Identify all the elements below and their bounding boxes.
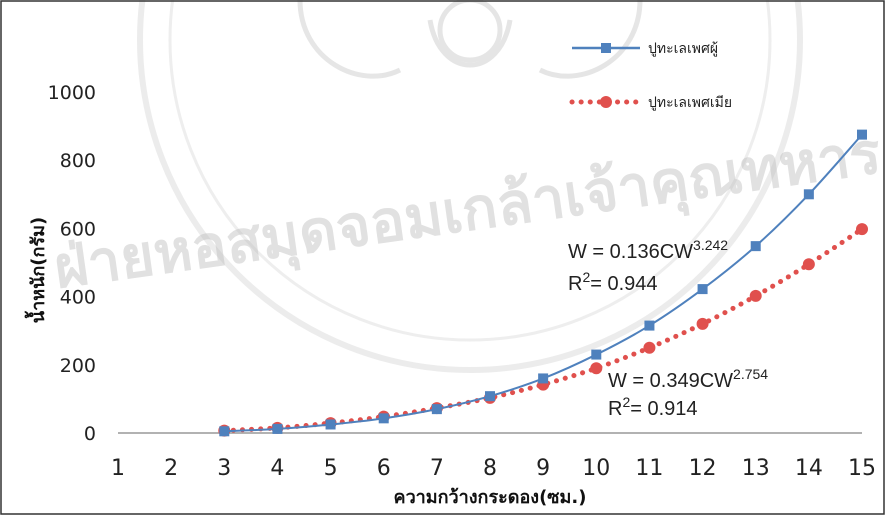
watermark-seal: ฝ่ายหอสมุดจอมเกล้าเจ้าคุณทหาร (49, 0, 885, 373)
legend-male-label: ปูทะเลเพศผู้ (648, 41, 718, 57)
x-tick-label: 8 (483, 456, 497, 481)
eq-female-exp: 2.754 (733, 366, 768, 382)
y-tick-labels: 0 200 400 600 800 1000 (48, 82, 96, 445)
x-tick-label: 2 (164, 456, 178, 481)
y-axis-title: น้ำหนัก(กรัม) (24, 217, 49, 323)
eq-female-prefix: W = 0.349CW (608, 370, 733, 392)
series-male-point (325, 419, 336, 430)
watermark-text: ฝ่ายหอสมุดจอมเกล้าเจ้าคุณทหาร (49, 118, 885, 304)
r2-male-sup: 2 (582, 269, 590, 285)
x-tick-label: 15 (848, 456, 876, 481)
legend-female-label: ปูทะเลเพศเมีย (648, 95, 732, 111)
series-male-point (378, 413, 389, 424)
x-tick-label: 4 (270, 456, 284, 481)
series-male-point (857, 129, 867, 140)
svg-text:R2= 0.914: R2= 0.914 (608, 394, 698, 420)
x-tick-label: 12 (689, 456, 717, 481)
x-tick-label: 11 (635, 456, 663, 481)
y-tick-label: 800 (60, 150, 96, 172)
x-tick-labels: 1 2 3 4 5 6 7 8 9 10 11 12 13 14 15 (111, 456, 876, 481)
r2-male-value: = 0.944 (590, 273, 657, 295)
series-male-point (219, 426, 230, 437)
series-female-point (590, 362, 603, 375)
series-female-point (802, 258, 815, 271)
x-axis-title: ความกว้างกระดอง(ซม.) (394, 487, 587, 508)
equation-male: W = 0.136CW3.242 R2= 0.944 (568, 237, 728, 295)
x-tick-label: 10 (582, 456, 610, 481)
series-male (219, 129, 867, 437)
series-female-point (749, 289, 762, 302)
series-male-point (697, 284, 708, 295)
x-tick-label: 14 (795, 456, 823, 481)
series-layer (218, 129, 868, 437)
svg-text:R2= 0.944: R2= 0.944 (568, 269, 658, 295)
x-tick-label: 1 (111, 456, 125, 481)
y-tick-label: 400 (60, 287, 96, 309)
series-female-point (643, 341, 656, 354)
y-tick-label: 200 (60, 355, 96, 377)
x-tick-label: 3 (217, 456, 231, 481)
series-male-point (431, 404, 442, 415)
legend-female-marker (600, 96, 612, 108)
series-male-point (538, 373, 549, 384)
legend-male-marker (601, 43, 611, 53)
x-tick-label: 9 (536, 456, 550, 481)
series-male-point (803, 189, 814, 200)
watermark-emblem (297, 0, 643, 79)
series-male-point (644, 320, 655, 331)
r2-female-value: = 0.914 (630, 398, 697, 420)
series-female-point (856, 223, 868, 236)
y-tick-label: 0 (84, 423, 96, 445)
x-tick-label: 6 (377, 456, 391, 481)
x-tick-label: 7 (430, 456, 444, 481)
series-male-point (750, 241, 761, 252)
series-male-point (272, 423, 283, 434)
x-tick-label: 5 (324, 456, 338, 481)
x-tick-label: 13 (742, 456, 770, 481)
eq-male-exp: 3.242 (693, 237, 728, 253)
series-female-point (696, 317, 709, 330)
y-tick-label: 1000 (48, 82, 96, 104)
svg-text:W = 0.136CW3.242: W = 0.136CW3.242 (568, 237, 728, 263)
r2-female-sup: 2 (622, 394, 630, 410)
eq-male-prefix: W = 0.136CW (568, 241, 693, 263)
r2-female-label: R (608, 398, 622, 420)
series-male-point (591, 349, 602, 360)
y-tick-label: 600 (60, 218, 96, 240)
legend: ปูทะเลเพศผู้ ปูทะเลเพศเมีย (569, 41, 732, 111)
series-male-point (485, 391, 495, 402)
equation-female: W = 0.349CW2.754 R2= 0.914 (608, 366, 768, 420)
r2-male-label: R (568, 273, 582, 295)
svg-text:W = 0.349CW2.754: W = 0.349CW2.754 (608, 366, 768, 392)
